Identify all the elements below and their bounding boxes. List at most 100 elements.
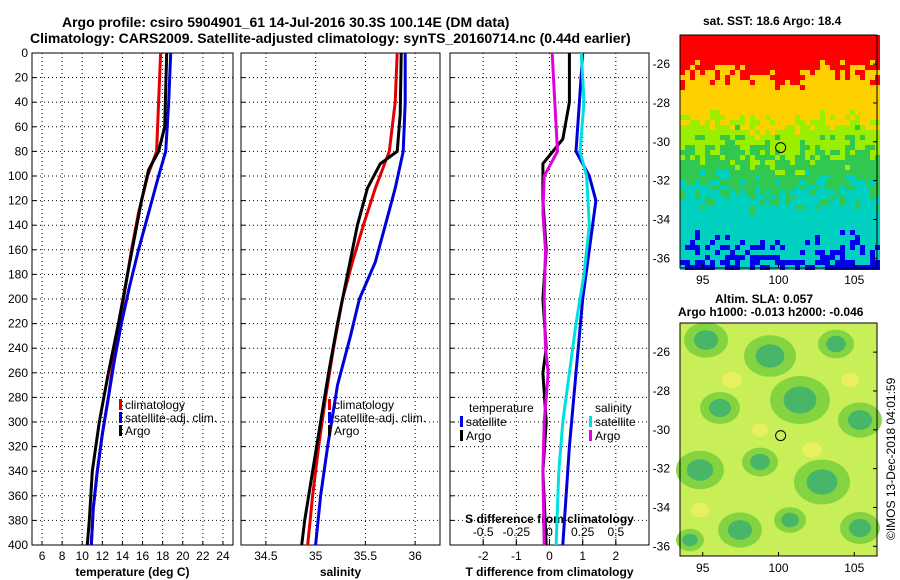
sst-pixel [745,180,750,185]
sst-pixel [760,50,765,55]
sst-pixel [740,185,745,190]
sst-pixel [740,95,745,100]
sst-pixel [685,120,690,125]
sst-pixel [760,250,765,255]
sst-pixel [805,200,810,205]
x-tick-label: 0 [546,549,553,563]
sst-pixel [800,220,805,225]
sst-pixel [860,155,865,160]
sst-pixel [870,90,875,95]
sst-pixel [795,55,800,60]
sst-pixel [870,140,875,145]
sst-pixel [800,150,805,155]
sst-pixel [815,170,820,175]
sst-pixel [710,145,715,150]
sst-pixel [870,225,875,230]
x-tick-label: 35 [309,549,323,563]
sst-pixel [785,100,790,105]
sst-pixel [850,180,855,185]
sst-pixel [745,45,750,50]
sst-pixel [870,110,875,115]
sst-pixel [800,115,805,120]
sst-pixel [680,185,685,190]
sst-pixel [870,230,875,235]
sst-pixel [785,155,790,160]
sst-pixel [845,105,850,110]
sst-pixel [735,100,740,105]
sst-pixel [830,260,835,265]
map-y-tick-label: -34 [653,212,671,226]
sst-pixel [835,125,840,130]
map-y-tick-label: -36 [653,251,671,265]
sst-pixel [845,90,850,95]
sst-pixel [765,120,770,125]
sst-pixel [820,155,825,160]
sst-pixel [760,70,765,75]
sst-pixel [700,35,705,40]
sst-pixel [820,140,825,145]
sst-pixel [765,95,770,100]
sst-pixel [860,80,865,85]
sst-pixel [865,100,870,105]
sst-pixel [870,250,875,255]
sst-pixel [780,260,785,265]
sst-pixel [725,210,730,215]
sst-pixel [725,55,730,60]
sst-pixel [840,220,845,225]
sst-pixel [830,215,835,220]
sst-pixel [770,50,775,55]
sst-pixel [700,75,705,80]
sst-pixel [750,120,755,125]
sst-pixel [705,50,710,55]
sst-pixel [750,110,755,115]
sst-pixel [815,75,820,80]
sst-pixel [870,210,875,215]
sst-pixel [805,190,810,195]
sst-pixel [750,205,755,210]
sst-pixel [845,110,850,115]
sst-pixel [715,140,720,145]
sst-pixel [680,230,685,235]
sst-pixel [770,160,775,165]
sst-pixel [855,195,860,200]
sst-pixel [685,105,690,110]
sst-pixel [870,165,875,170]
sst-pixel [800,250,805,255]
sst-pixel [785,120,790,125]
sst-pixel [775,145,780,150]
sst-pixel [790,130,795,135]
sst-pixel [805,45,810,50]
sst-pixel [720,160,725,165]
sst-pixel [845,220,850,225]
sst-pixel [835,215,840,220]
sst-pixel [775,240,780,245]
sst-pixel [855,255,860,260]
x-tick-label: 10 [76,549,90,563]
sst-pixel [705,160,710,165]
sst-pixel [795,220,800,225]
sst-pixel [870,150,875,155]
sst-pixel [830,100,835,105]
sst-pixel [695,225,700,230]
sst-pixel [790,255,795,260]
sst-pixel [730,215,735,220]
sst-pixel [815,210,820,215]
sst-pixel [725,230,730,235]
sst-pixel [700,255,705,260]
sst-pixel [755,220,760,225]
sla-anomaly-core [849,519,871,537]
sst-pixel [805,220,810,225]
sst-pixel [745,125,750,130]
sst-pixel [840,195,845,200]
sst-pixel [845,200,850,205]
sst-pixel [695,55,700,60]
sst-pixel [715,70,720,75]
sst-pixel [770,45,775,50]
sst-pixel [800,125,805,130]
sst-pixel [710,45,715,50]
sst-pixel [825,120,830,125]
map-y-tick-label: -26 [653,345,671,359]
sst-pixel [865,255,870,260]
sst-pixel [795,235,800,240]
sst-pixel [760,125,765,130]
